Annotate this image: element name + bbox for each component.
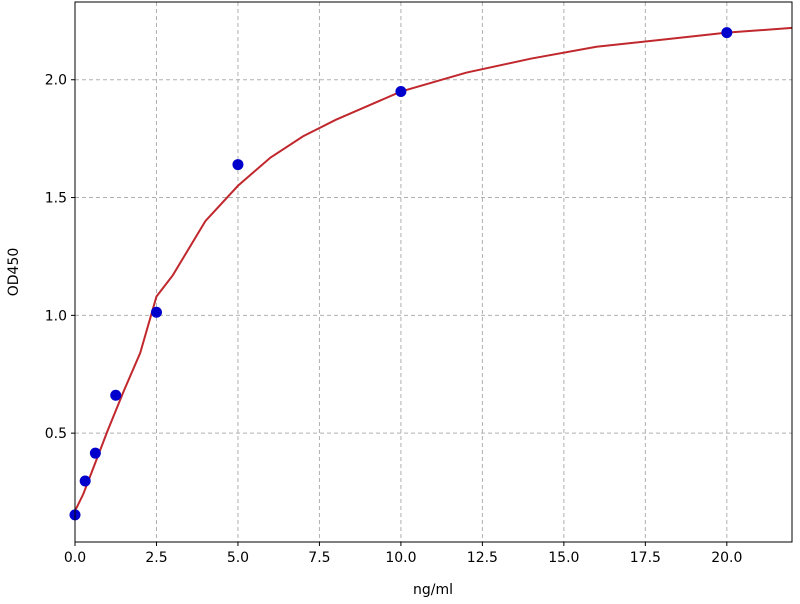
y-tick-label: 1.5 <box>45 191 67 207</box>
x-tick-label: 7.5 <box>308 550 330 566</box>
data-point <box>150 306 162 318</box>
x-tick-label: 12.5 <box>467 550 498 566</box>
ticks: 0.0 2.5 5.0 7.5 10.0 12.5 15.0 17.5 20.0 0.5 1.0 1.… <box>45 73 743 566</box>
data-point <box>79 475 91 487</box>
x-tick-label: 2.5 <box>145 550 167 566</box>
y-axis-label: OD450 <box>6 248 22 297</box>
x-tick-label: 20.0 <box>711 550 742 566</box>
x-tick-label: 15.0 <box>548 550 579 566</box>
x-tick-label: 0.0 <box>64 550 86 566</box>
y-tick-label: 0.5 <box>45 426 67 442</box>
data-point <box>89 447 101 459</box>
plot-frame <box>74 1 793 543</box>
data-point <box>395 86 407 98</box>
x-tick-label: 10.0 <box>385 550 416 566</box>
x-tick-label: 5.0 <box>227 550 249 566</box>
x-tick-label: 17.5 <box>630 550 661 566</box>
y-tick-label: 2.0 <box>45 73 67 89</box>
marks <box>69 26 793 521</box>
x-axis-label: ng/ml <box>413 582 453 598</box>
fit-curve <box>74 26 793 512</box>
y-tick-label: 1.0 <box>45 308 67 324</box>
grid <box>74 2 792 542</box>
data-point <box>721 27 733 39</box>
data-point <box>232 159 244 171</box>
data-point <box>110 389 122 401</box>
